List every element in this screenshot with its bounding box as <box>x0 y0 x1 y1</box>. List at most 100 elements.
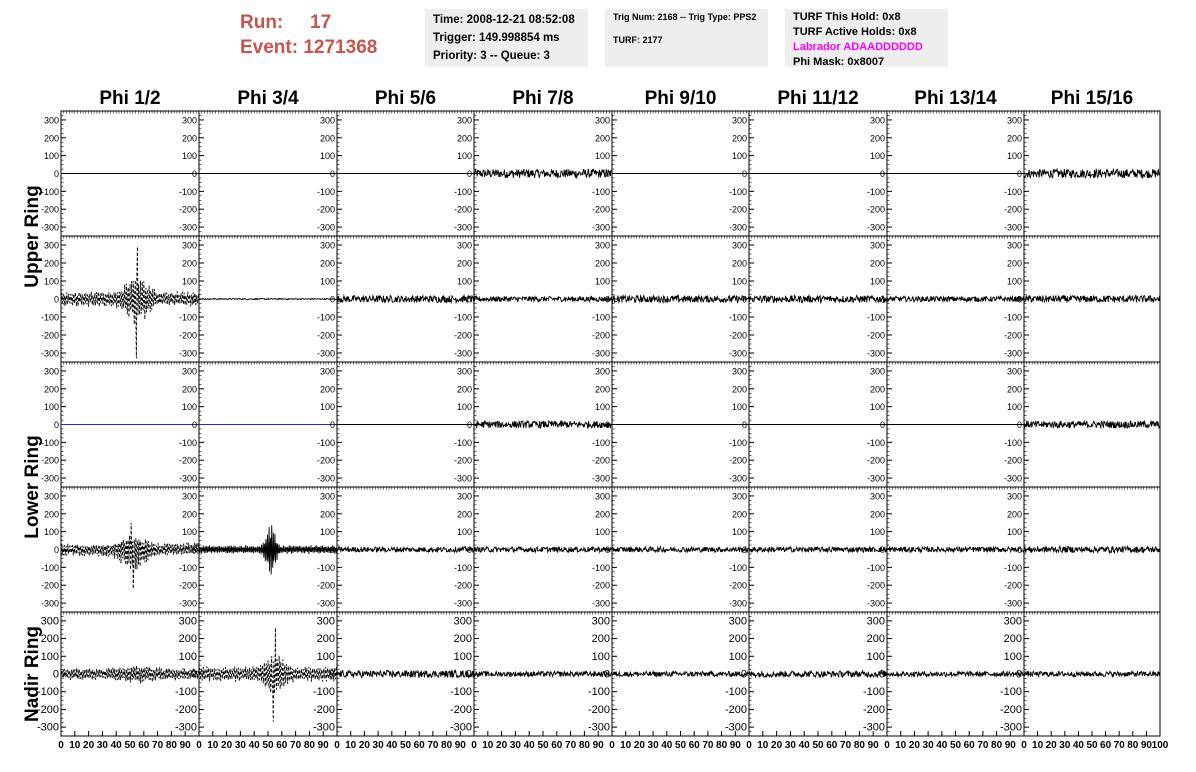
y-tick-label: -300 <box>175 722 197 734</box>
y-tick-label: -100 <box>41 313 59 323</box>
y-tick-label: -300 <box>179 599 197 609</box>
y-tick-label: -300 <box>863 722 885 734</box>
y-tick-label: 0 <box>742 420 747 430</box>
column-title: Phi 5/6 <box>375 88 436 109</box>
x-tick-label: 80 <box>441 740 453 751</box>
y-tick-label: 300 <box>182 115 197 125</box>
x-tick-label: 40 <box>799 740 811 751</box>
y-tick-label: 0 <box>1016 669 1022 681</box>
waveform-trace <box>611 669 750 679</box>
y-tick-label: 0 <box>880 420 885 430</box>
ring-label: Upper Ring <box>22 185 43 287</box>
y-tick-label: -200 <box>37 704 59 716</box>
waveform-trace <box>748 669 888 679</box>
y-tick-label: 100 <box>595 151 610 161</box>
x-tick-label: 10 <box>757 740 769 751</box>
y-tick-label: 100 <box>44 277 59 287</box>
run-value: 17 <box>310 12 332 33</box>
y-tick-label: 0 <box>742 169 747 179</box>
y-tick-label: -100 <box>454 563 472 573</box>
y-tick-label: -300 <box>588 722 610 734</box>
y-tick-label: 0 <box>54 295 59 305</box>
y-tick-label: -200 <box>592 456 610 466</box>
y-tick-label: -200 <box>729 205 747 215</box>
y-tick-label: 100 <box>320 402 335 412</box>
y-tick-label: 300 <box>317 615 335 627</box>
waveform-trace <box>336 293 475 305</box>
y-tick-label: 200 <box>457 384 472 394</box>
y-tick-label: 100 <box>1007 277 1022 287</box>
y-tick-label: 100 <box>457 277 472 287</box>
x-tick-label: 0 <box>58 740 64 751</box>
y-tick-label: 200 <box>320 259 335 269</box>
y-tick-label: 200 <box>182 509 197 519</box>
y-tick-label: 300 <box>457 491 472 501</box>
waveform-trace <box>1023 544 1161 555</box>
x-tick-label: 40 <box>249 740 261 751</box>
y-tick-label: 300 <box>870 491 885 501</box>
ring-label: Nadir Ring <box>22 626 43 722</box>
x-tick-label: 10 <box>345 740 357 751</box>
y-tick-label: 100 <box>41 651 59 663</box>
y-tick-label: -300 <box>317 474 335 484</box>
waveform-trace <box>336 545 475 554</box>
y-tick-label: -100 <box>592 563 610 573</box>
y-tick-label: 300 <box>732 115 747 125</box>
y-tick-label: -100 <box>313 686 335 698</box>
x-tick-label: 90 <box>1141 740 1153 751</box>
y-tick-label: 0 <box>466 669 472 681</box>
x-tick-label: 20 <box>771 740 783 751</box>
y-tick-label: 200 <box>595 259 610 269</box>
trig-num-text: Trig Num: 2168 -- Trig Type: PPS2 <box>613 12 757 22</box>
run-label: Run: <box>240 12 284 33</box>
y-tick-label: -200 <box>41 456 59 466</box>
y-tick-label: 0 <box>467 169 472 179</box>
waveform-trace <box>473 168 613 180</box>
y-tick-label: -200 <box>867 205 885 215</box>
x-tick-label: 90 <box>868 740 880 751</box>
y-tick-label: -300 <box>179 223 197 233</box>
y-tick-label: 100 <box>595 527 610 537</box>
y-tick-label: -300 <box>41 599 59 609</box>
y-tick-label: 100 <box>870 277 885 287</box>
y-tick-label: 200 <box>454 633 472 645</box>
x-tick-label: 60 <box>826 740 838 751</box>
x-tick-label: 20 <box>359 740 371 751</box>
y-tick-label: 200 <box>732 133 747 143</box>
x-tick-label: 50 <box>1086 740 1098 751</box>
x-tick-label: 50 <box>400 740 412 751</box>
y-tick-label: -200 <box>317 205 335 215</box>
x-tick-label: 50 <box>950 740 962 751</box>
x-tick-label: 30 <box>785 740 797 751</box>
y-tick-label: 300 <box>870 241 885 251</box>
x-tick-label: 80 <box>716 740 728 751</box>
y-tick-label: 100 <box>182 527 197 537</box>
y-tick-label: -100 <box>317 563 335 573</box>
y-tick-label: -200 <box>592 581 610 591</box>
ring-label: Lower Ring <box>22 435 43 538</box>
y-tick-label: -300 <box>454 599 472 609</box>
y-tick-label: -200 <box>1004 331 1022 341</box>
y-tick-label: -100 <box>867 563 885 573</box>
y-tick-label: 200 <box>44 133 59 143</box>
y-tick-label: -300 <box>41 349 59 359</box>
y-tick-label: 0 <box>192 420 197 430</box>
x-tick-label: 80 <box>854 740 866 751</box>
y-tick-label: 300 <box>179 615 197 627</box>
y-tick-label: 200 <box>595 509 610 519</box>
x-tick-label: 50 <box>812 740 824 751</box>
y-tick-label: -300 <box>179 474 197 484</box>
y-tick-label: 0 <box>605 545 610 555</box>
y-tick-label: 0 <box>879 669 885 681</box>
y-tick-label: 0 <box>192 545 197 555</box>
y-tick-label: -100 <box>317 438 335 448</box>
trigger-info-panel: Trig Num: 2168 -- Trig Type: PPS2 TURF: … <box>605 9 768 67</box>
y-tick-label: 200 <box>1007 259 1022 269</box>
y-tick-label: 100 <box>44 402 59 412</box>
y-tick-label: -300 <box>729 349 747 359</box>
y-tick-label: 200 <box>320 384 335 394</box>
y-tick-label: 200 <box>182 259 197 269</box>
y-tick-label: -300 <box>1004 474 1022 484</box>
x-tick-label: 40 <box>1073 740 1085 751</box>
column-title: Phi 13/14 <box>914 88 997 109</box>
